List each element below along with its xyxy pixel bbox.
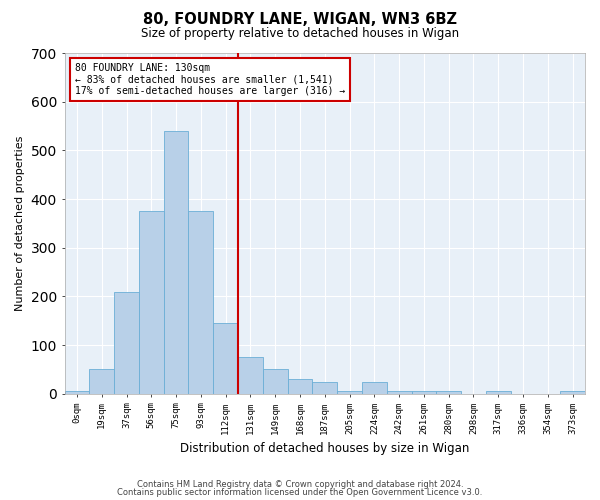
Bar (436, 392, 461, 394)
Bar (560, 392, 585, 394)
Text: Contains HM Land Registry data © Crown copyright and database right 2024.: Contains HM Land Registry data © Crown c… (137, 480, 463, 489)
Text: Contains public sector information licensed under the Open Government Licence v3: Contains public sector information licen… (118, 488, 482, 497)
Bar (486, 392, 511, 394)
Bar (263, 370, 287, 394)
Bar (337, 392, 362, 394)
Bar (164, 131, 188, 394)
Text: 80, FOUNDRY LANE, WIGAN, WN3 6BZ: 80, FOUNDRY LANE, WIGAN, WN3 6BZ (143, 12, 457, 28)
Bar (89, 370, 114, 394)
Bar (387, 392, 412, 394)
Bar (213, 323, 238, 394)
Bar (238, 358, 263, 394)
Bar (287, 379, 313, 394)
Bar (139, 211, 164, 394)
Bar (313, 382, 337, 394)
Y-axis label: Number of detached properties: Number of detached properties (15, 136, 25, 311)
X-axis label: Distribution of detached houses by size in Wigan: Distribution of detached houses by size … (180, 442, 469, 455)
Bar (65, 392, 89, 394)
Bar (362, 382, 387, 394)
Bar (188, 211, 213, 394)
Text: Size of property relative to detached houses in Wigan: Size of property relative to detached ho… (141, 28, 459, 40)
Bar (114, 292, 139, 394)
Text: 80 FOUNDRY LANE: 130sqm
← 83% of detached houses are smaller (1,541)
17% of semi: 80 FOUNDRY LANE: 130sqm ← 83% of detache… (75, 63, 345, 96)
Bar (412, 392, 436, 394)
